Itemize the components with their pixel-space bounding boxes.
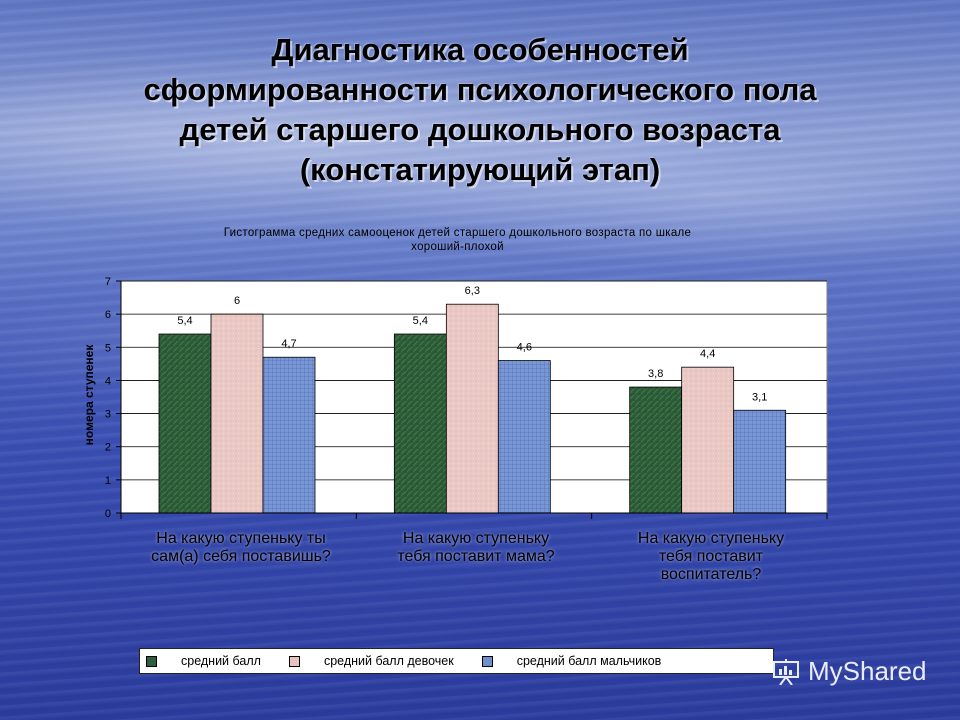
chart-title: Гистограмма средних самооценок детей ста…	[130, 226, 785, 254]
title-line: сформированности психологического пола	[143, 72, 817, 107]
bar	[393, 333, 447, 514]
bar	[681, 366, 735, 514]
y-tick-label: 5	[105, 342, 111, 354]
y-axis-label: номера ступенек	[82, 344, 96, 446]
y-tick-label: 4	[105, 375, 111, 387]
bar	[497, 360, 551, 514]
watermark-text: MyShared	[808, 656, 927, 686]
data-label: 6	[234, 295, 240, 307]
x-category-label: На какую ступеньку тебя поставит мама?	[397, 530, 555, 565]
chart-title-line: хороший-плохой	[411, 241, 504, 253]
legend-item: средний балл девочек	[288, 654, 454, 668]
y-tick-label: 2	[105, 442, 111, 454]
legend-swatch-green	[146, 655, 157, 667]
bar	[629, 386, 683, 514]
bar	[445, 303, 499, 514]
data-label: 4,7	[281, 338, 296, 350]
chart-legend: средний балл средний балл девочек средни…	[139, 648, 774, 674]
y-tick-label: 3	[105, 409, 111, 421]
watermark: MyShared	[772, 656, 927, 687]
data-label: 6,3	[465, 285, 480, 297]
legend-swatch-blue	[481, 655, 493, 667]
y-tick-label: 6	[105, 309, 111, 321]
legend-swatch-pink	[288, 655, 300, 667]
data-label: 4,6	[517, 342, 532, 354]
slide-title: Диагностика особенностей сформированност…	[60, 30, 900, 190]
bar	[210, 313, 264, 514]
data-label: 5,4	[177, 315, 192, 327]
data-label: 3,1	[752, 391, 767, 403]
data-label: 5,4	[413, 315, 428, 327]
chart-title-line: Гистограмма средних самооценок детей ста…	[223, 227, 692, 239]
data-label: 3,8	[648, 368, 663, 380]
legend-item: средний балл мальчиков	[481, 654, 661, 668]
y-tick-label: 0	[105, 508, 111, 520]
y-tick-label: 7	[105, 276, 111, 288]
bar	[158, 333, 212, 514]
legend-item: средний балл	[146, 654, 261, 668]
x-category-label: На какую ступеньку тебя поставит воспита…	[637, 530, 785, 583]
title-line: Диагностика особенностей	[271, 32, 689, 67]
presentation-icon	[773, 658, 799, 685]
bar	[262, 356, 316, 514]
title-line: (констатирующий этап)	[299, 152, 661, 187]
data-label: 4,4	[700, 348, 715, 360]
y-tick-label: 1	[105, 475, 111, 487]
bar	[733, 409, 787, 514]
title-line: детей старшего дошкольного возраста	[179, 112, 781, 147]
x-category-label: На какую ступеньку ты сам(а) себя постав…	[151, 530, 331, 565]
